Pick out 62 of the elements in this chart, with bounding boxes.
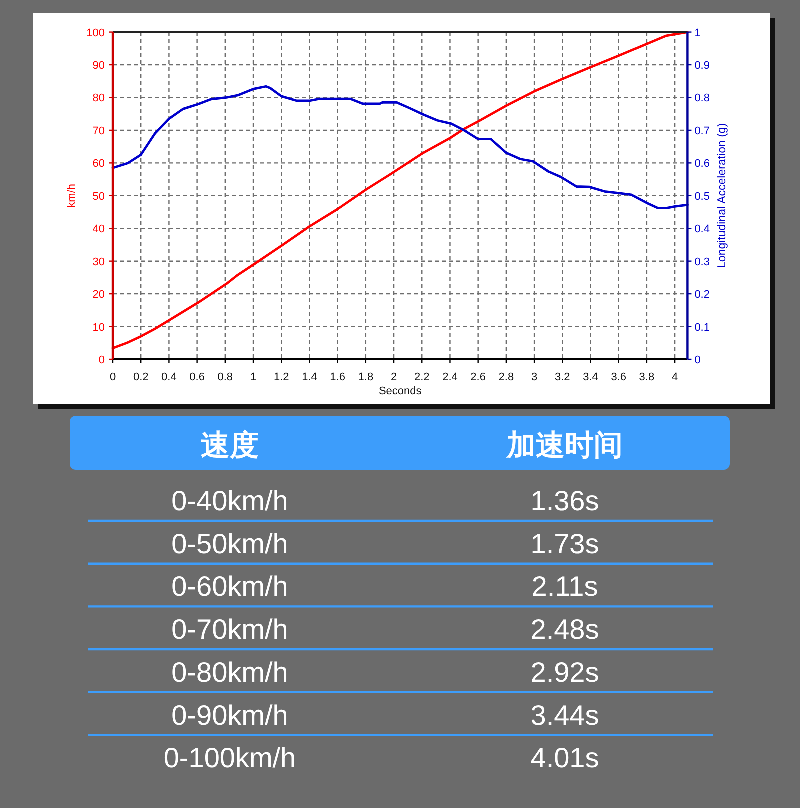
y-tick-label: 100 <box>86 27 105 40</box>
y-tick-label: 80 <box>92 92 105 105</box>
x-tick-label: 3.2 <box>554 372 570 384</box>
y-tick-label: 50 <box>92 190 105 203</box>
y-tick-label: 20 <box>92 289 105 302</box>
y2-tick-label: 0.7 <box>694 125 710 138</box>
x-tick-label: 3.8 <box>639 372 655 384</box>
x-tick-label: 1.4 <box>302 372 318 384</box>
x-tick-label: 2.6 <box>470 372 486 384</box>
y-tick-label: 40 <box>92 224 105 236</box>
y2-tick-label: 0 <box>694 354 701 366</box>
text: 0-80km/h <box>172 656 288 688</box>
x-tick-label: 3 <box>531 372 538 384</box>
x-tick-label: 1.6 <box>330 372 346 384</box>
y-tick-label: 30 <box>92 256 105 268</box>
x-tick-label: 0.4 <box>162 372 177 384</box>
x-tick-label: 1 <box>250 372 257 384</box>
y-axis-title: km/h <box>66 184 78 208</box>
text: 3.44s <box>530 700 600 731</box>
text: 2.92s <box>530 656 600 688</box>
y2-tick-label: 0.5 <box>694 190 710 203</box>
x-tick-label: 2.4 <box>442 372 458 384</box>
y2-tick-label: 0.6 <box>694 158 710 170</box>
text: 1.73s <box>530 528 600 560</box>
text: 4.01s <box>530 742 600 774</box>
text: 0-40km/h <box>172 486 288 516</box>
x-tick-label: 2.2 <box>414 372 430 384</box>
x-tick-label: 4 <box>672 372 678 384</box>
text: 2.48s <box>530 614 600 646</box>
text: 0-70km/h <box>172 614 288 646</box>
y2-tick-label: 0.4 <box>694 224 710 236</box>
x-tick-label: 3.4 <box>583 372 598 384</box>
y-tick-label: 70 <box>92 125 105 138</box>
y-tick-label: 0 <box>98 354 105 366</box>
text: 速度 <box>201 429 259 462</box>
y-tick-label: 10 <box>92 322 105 334</box>
text: 0-100km/h <box>164 742 296 774</box>
x-tick-label: 1.8 <box>358 372 374 384</box>
x-tick-label: 3.6 <box>611 372 626 384</box>
text: 0-50km/h <box>172 528 288 560</box>
y-tick-label: 60 <box>92 158 105 170</box>
x-tick-label: 0.8 <box>218 372 234 384</box>
x-tick-label: 2.8 <box>498 372 514 384</box>
x-tick-label: 2 <box>390 372 398 384</box>
y2-tick-label: 0.1 <box>694 322 710 334</box>
text: 2.11s <box>532 571 598 602</box>
x-tick-label: 0 <box>110 372 116 384</box>
x-tick-label: 0.6 <box>190 372 205 384</box>
x-tick-label: 0.2 <box>133 372 149 384</box>
y2-tick-label: 0.3 <box>694 256 710 268</box>
y-tick-label: 90 <box>92 60 105 72</box>
y2-tick-label: 0.9 <box>694 60 710 72</box>
y2-tick-label: 0.2 <box>694 289 710 302</box>
x-tick-label: 1.2 <box>274 372 290 384</box>
text: 0-90km/h <box>172 700 288 731</box>
y2-axis-title: Longitudinal Acceleration (g) <box>716 123 729 268</box>
text: 加速时间 <box>506 430 623 462</box>
y2-tick-label: 1 <box>694 27 701 40</box>
text: 1.36s <box>530 486 600 516</box>
text: 0-60km/h <box>172 571 288 602</box>
x-axis-title: Seconds <box>378 386 422 398</box>
y2-tick-label: 0.8 <box>694 92 710 105</box>
